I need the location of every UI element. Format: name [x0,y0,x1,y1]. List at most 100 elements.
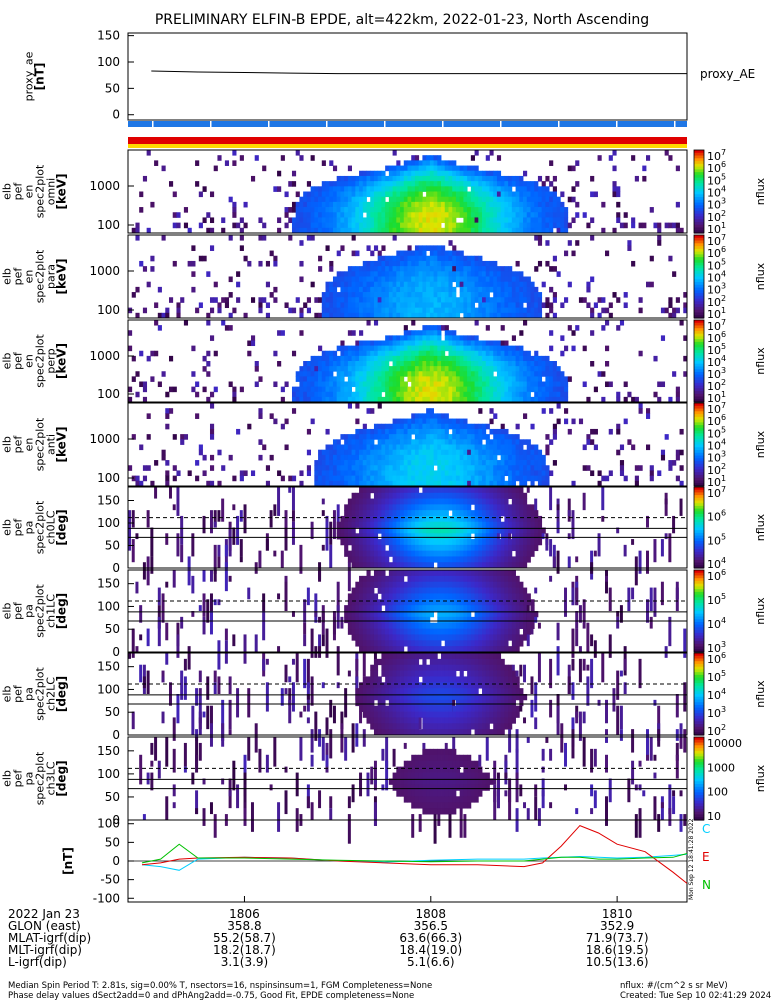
spec-cell [549,181,554,187]
spec-cell [515,449,520,456]
spec-cell [247,423,252,430]
spec-cell [452,292,457,298]
spec-cell [478,196,483,203]
spec-cell [534,454,539,461]
spec-cell [325,227,330,234]
spec-cell [496,292,502,298]
spec-cell [590,439,595,445]
spec-cell [299,391,304,398]
spec-cell [392,307,397,314]
spec-cell [444,222,449,229]
spec-cell [366,381,371,388]
spec-cell [429,381,434,388]
pa-cell [433,510,438,517]
pa-cell [373,498,379,505]
spec-cell [418,340,423,347]
spec-cell [396,340,401,347]
pa-cell [396,521,401,528]
pa-cell [575,556,579,563]
pa-cell [277,487,281,516]
spec-cell [381,186,386,192]
spec-cell [299,366,304,372]
spec-cell [206,371,211,377]
pa-cell [385,634,390,641]
spec-cell [347,403,352,409]
spec-cell [426,449,431,456]
spec-cell [470,286,475,293]
spec-cell [552,312,557,319]
spec-cell [601,325,606,331]
spec-cell [496,439,502,445]
spec-cell [537,460,543,466]
spec-cell [366,434,371,440]
spec-cell [448,191,453,198]
spec-cell [619,222,625,229]
spec-cell [407,465,412,471]
spec-cell [541,227,546,234]
spec-cell [575,181,580,187]
spec-cell [474,281,479,288]
colorbar-cell [694,559,704,564]
spec-cell [470,255,475,262]
spec-cell [474,175,479,182]
spec-cell [325,302,330,309]
spec-cell [474,340,479,347]
spec-cell [545,475,550,482]
spec-cell [675,391,680,398]
spec-cell [459,175,464,182]
spec-cell [463,391,468,398]
spec-cell [429,260,434,267]
pa-cell [362,634,367,641]
colorbar-cell [694,508,704,512]
spec-cell [422,434,427,440]
spec-cell [631,396,636,403]
spec-cell [482,201,487,208]
spec-cell [195,413,200,419]
spec-cell [321,297,326,303]
spec-cell [549,217,554,224]
spec-cell [482,465,487,471]
spec-cell [355,181,360,187]
spec-cell [478,391,483,398]
spec-cell [355,381,360,388]
spec-cell [586,281,591,288]
panel-2-ytick-0: 1000 [89,179,120,193]
spec-cell [325,307,330,314]
pa-cell [366,498,371,505]
spec-cell [530,181,535,187]
spec-cell [467,444,472,451]
spec-cell [429,276,434,283]
spec-cell [418,260,423,267]
spec-cell [232,391,237,398]
spec-cell [496,355,502,362]
colorbar-cell [694,270,704,275]
pa-cell [265,539,269,551]
spec-cell [537,302,543,309]
pa-cell [519,498,524,505]
pa-cell [373,640,379,647]
spec-cell [455,418,461,425]
colorbar-cell [694,240,704,244]
spec-cell [396,391,401,398]
spec-cell [411,396,416,403]
pa-cell [444,527,449,534]
spec-cell [526,281,531,288]
spec-cell [496,312,502,319]
spec-cell [418,361,423,367]
pa-cell [154,487,158,499]
spec-cell [321,449,326,456]
spec-cell [362,276,367,283]
colorbar-cell [694,344,704,348]
pa-cell [437,504,442,511]
spec-cell [318,366,323,372]
spec-cell [325,454,330,461]
spec-cell [262,297,267,303]
spec-cell [459,297,464,303]
spec-cell [496,449,502,456]
spec-cell [608,428,613,435]
spec-cell [392,271,397,277]
spec-cell [660,454,666,461]
spec-cell [362,470,367,477]
spec-cell [370,371,375,377]
colorbar-cell [694,469,704,473]
